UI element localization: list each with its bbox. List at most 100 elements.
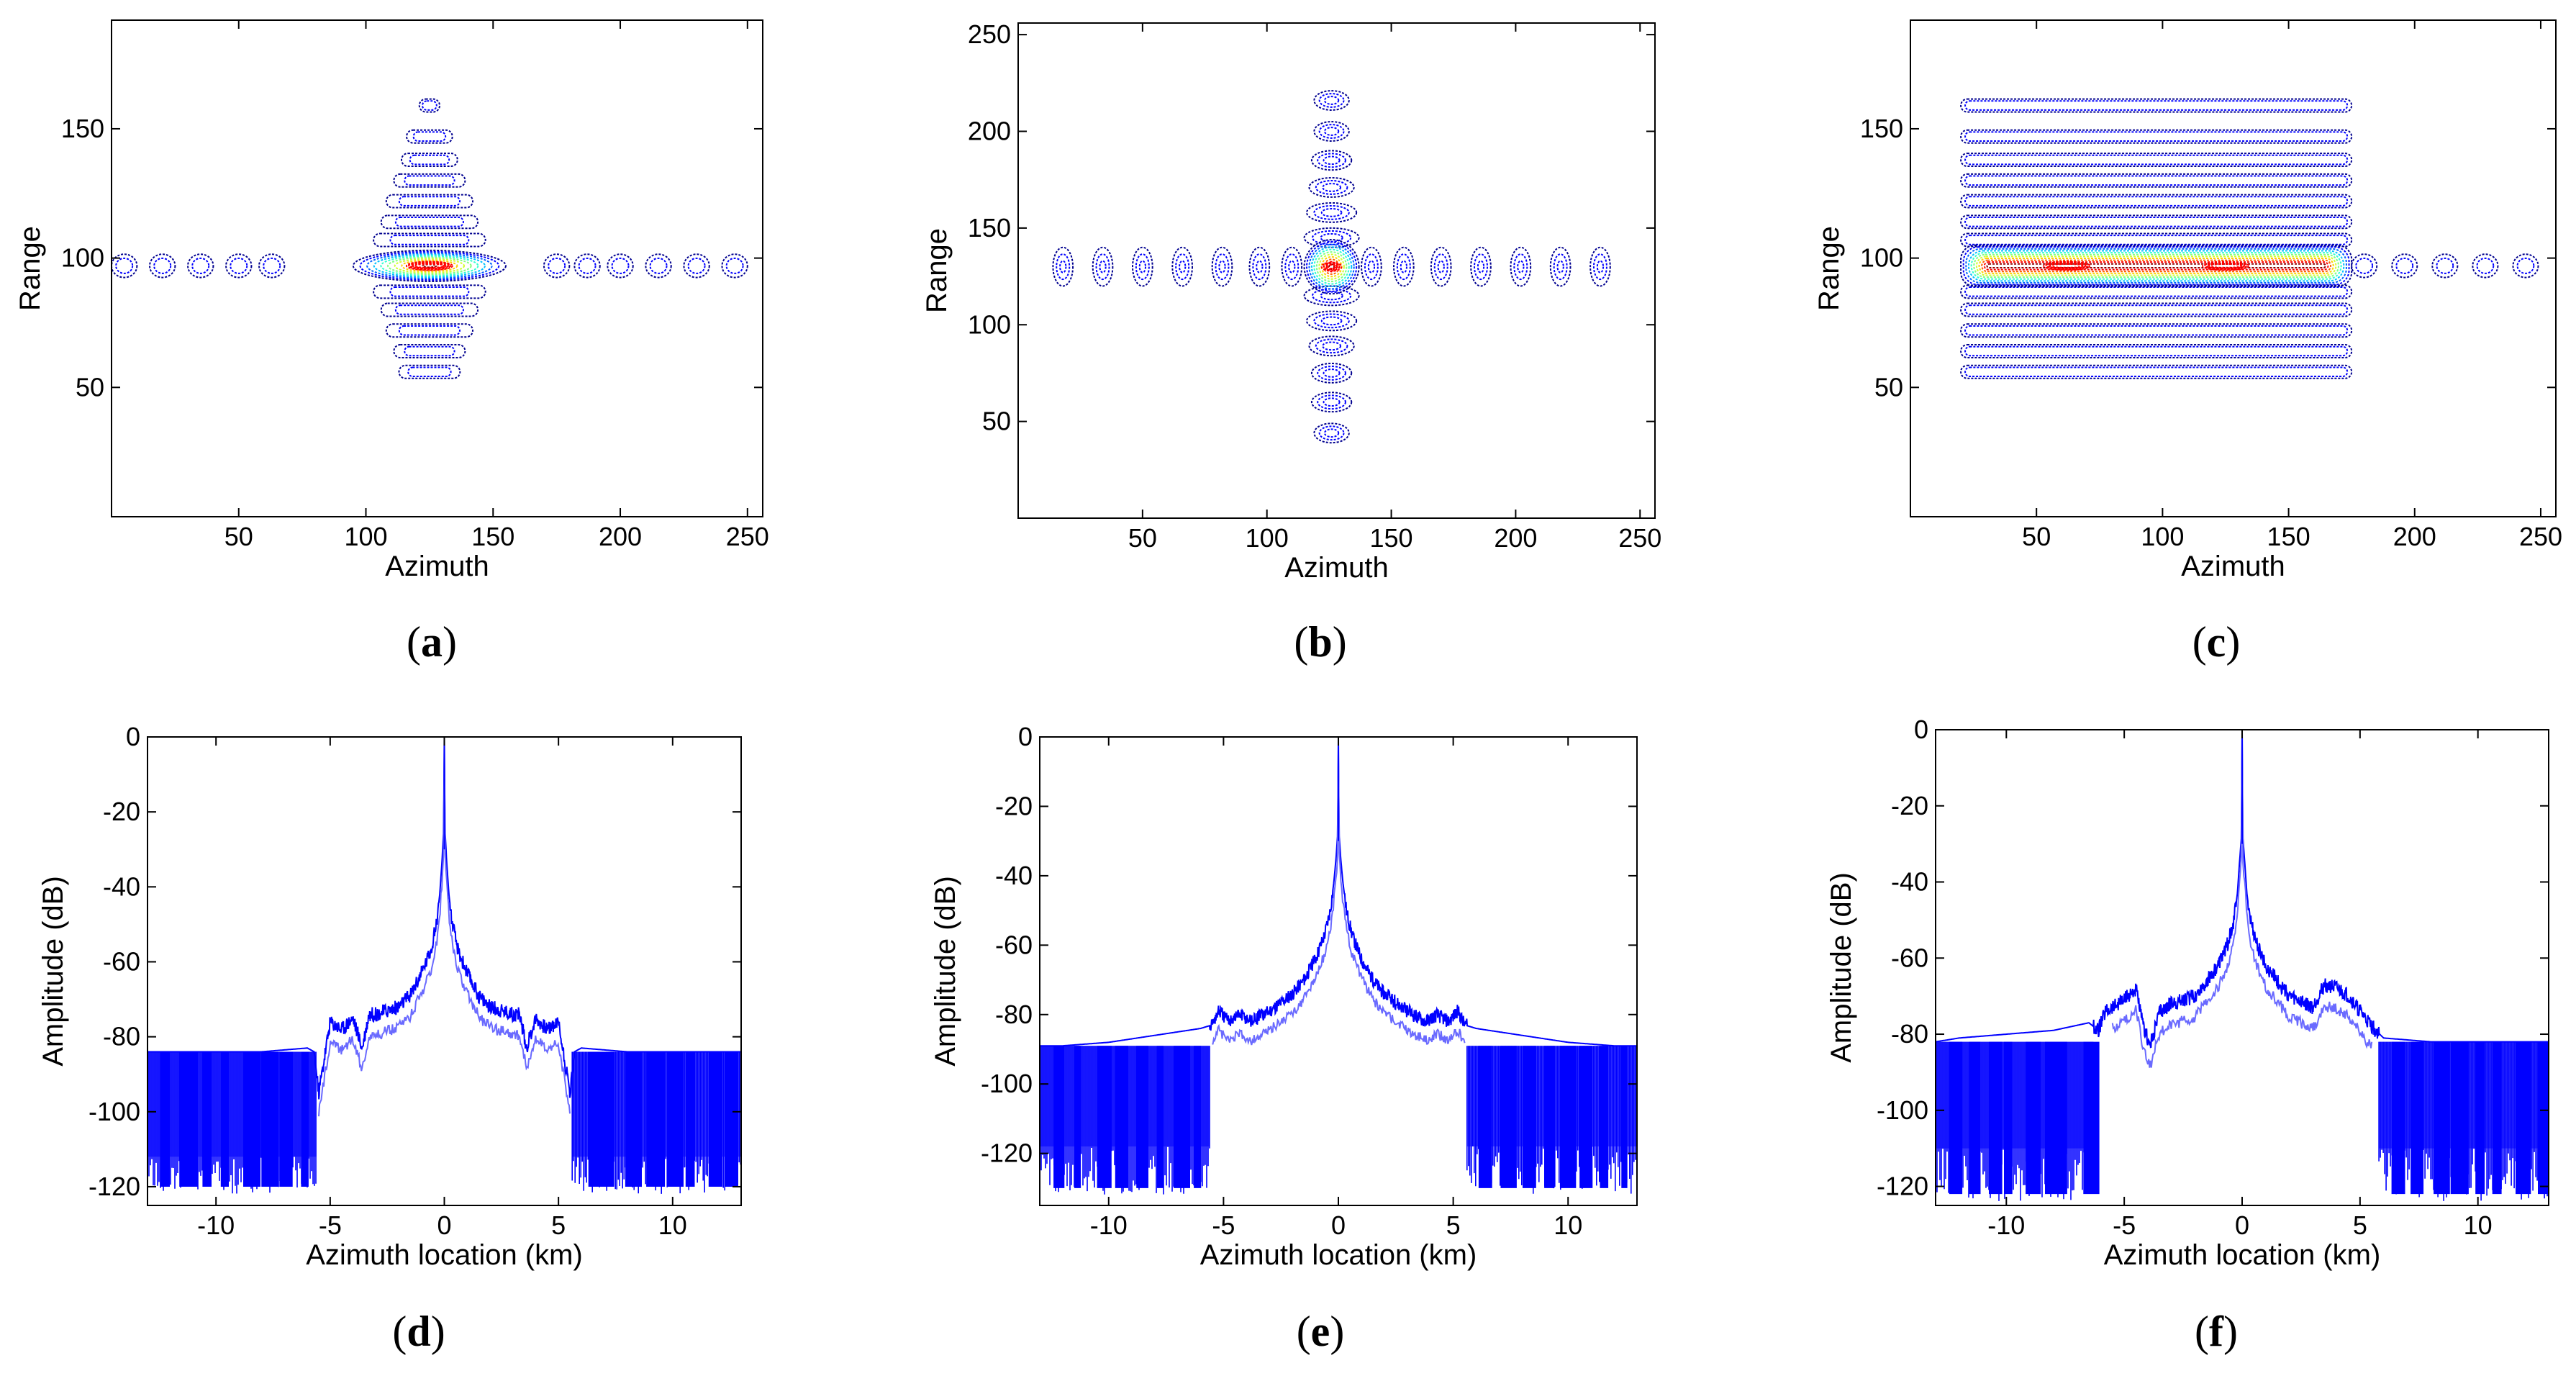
plot-frame [1910,19,2557,517]
contour-sidelobe-x [1171,246,1193,287]
contour-sidelobe-x [1059,260,1067,273]
contour-peak-ring [2047,262,2087,270]
y-tick-label: 50 [982,407,1011,436]
contour-sidelobe-x [1553,253,1568,281]
contour-sidelobe-y [380,214,479,230]
y-axis-label: Range [921,228,953,313]
contour-sidelobe-y [1303,227,1360,248]
x-axis-label: Azimuth [385,551,489,582]
contour-sidelobe-y [1320,208,1343,217]
x-tick-label: 50 [225,522,253,551]
panel-letter-c: c [2206,618,2226,666]
contour-sidelobe-x [2355,257,2374,274]
contour-sidelobe-y [404,345,455,357]
contour-mainlobe-ring [1983,261,2329,271]
contour-mainlobe-ring [1965,248,2347,284]
contour-mainlobe-ring [387,256,472,276]
contour-peak-ring [405,261,453,271]
contour-sidelobe-y [1313,313,1350,329]
contour-sidelobe-y [1960,284,2353,299]
contour-sidelobe-x [1433,253,1448,281]
contour-peak-ring [412,263,447,268]
contour-sidelobe-x [1095,253,1110,281]
contour-sidelobe-y [1960,153,2353,168]
contour-sidelobe-y [394,304,464,315]
x-tick-label: -5 [319,1210,342,1240]
contour-sidelobe-x [687,257,706,274]
x-axis-label: Azimuth location (km) [2104,1239,2381,1271]
contour-sidelobe-x [1393,246,1415,287]
x-tick-label: -5 [1212,1210,1235,1240]
x-tick-label: 10 [1554,1210,1582,1240]
contour-sidelobe-y [1964,196,2349,207]
contour-sidelobe-y [1323,397,1341,407]
noise-floor-stripes [2391,1041,2549,1195]
contour-sidelobe-y [1310,391,1353,413]
contour-sidelobe-x [1477,260,1485,273]
contour-sidelobe-x [1510,246,1532,287]
contour-peak-ring [2049,263,2085,268]
contour-sidelobe-x [721,253,748,279]
contour-sidelobe-y [1308,335,1355,357]
contour-sidelobe-y [1964,304,2349,315]
y-tick-label: 0 [1914,715,1928,744]
contour-peak-ring [2201,261,2249,271]
contour-sidelobe-y [1323,368,1341,378]
contour-sidelobe-y [373,232,486,248]
contour-mainlobe-ring [1973,253,2340,279]
contour-sidelobe-x [548,257,566,274]
contour-sidelobe-y [1964,217,2349,227]
contour-sidelobe-y [1964,366,2349,378]
contour-sidelobe-x [1099,260,1107,273]
contour-sidelobe-x [2472,253,2499,279]
chart-panel-b: 50 100 150 200 250 50 100 150 200 250 Azimuth Range [921,19,1661,584]
y-tick-label: 100 [61,243,104,273]
x-tick-label: -5 [2113,1210,2136,1240]
contour-mainlobe-ring [1986,263,2326,269]
contour-peak-ring [2203,261,2247,271]
contour-sidelobe-y [1310,363,1353,384]
contour-peak-ring [2208,263,2243,268]
contour-mainlobe-ring [1960,244,2353,288]
contour-sidelobe-y [1964,154,2349,166]
x-axis-label: Azimuth location (km) [1200,1239,1477,1271]
plot-frame [1017,22,1656,519]
contour-sidelobe-y [1318,425,1345,441]
contour-sidelobe-y [1964,325,2349,336]
contour-sidelobe-x [149,253,176,279]
x-tick-label: 250 [2519,522,2562,551]
x-axis-label: Azimuth [1284,552,1389,584]
contour-sidelobe-x [1288,260,1296,273]
contour-sidelobe-y [1313,204,1350,220]
contour-sidelobe-x [1396,253,1411,281]
contour-sidelobe-x [1132,246,1153,287]
contour-mainlobe-ring [1315,251,1348,283]
contour-sidelobe-y [380,302,479,317]
y-axis-label: Amplitude (dB) [1826,872,1857,1063]
contour-sidelobe-y [1306,310,1358,332]
x-tick-label: 10 [2464,1210,2493,1240]
contour-lines [111,98,748,379]
contour-sidelobe-y [1320,291,1343,301]
contour-peak-ring [407,261,451,271]
contour-sidelobe-x [1556,260,1564,273]
contour-sidelobe-y [1308,177,1355,198]
contour-sidelobe-x [1470,246,1492,287]
contour-sidelobe-x [573,253,601,279]
x-axis-label: Azimuth location (km) [306,1239,583,1271]
panel-label-e: (e) [1296,1308,1345,1355]
contour-sidelobe-y [1322,183,1342,192]
contour-mainlobe-ring [1970,252,2342,280]
contour-sidelobe-y [1964,345,2349,357]
contour-sidelobe-x [1135,253,1150,281]
contour-sidelobe-y [398,325,461,336]
y-tick-label: -20 [1891,791,1928,820]
y-tick-label: 150 [968,213,1011,243]
contour-sidelobe-y [1964,100,2349,111]
contour-sidelobe-y [398,196,461,207]
contour-mainlobe-ring [422,263,437,268]
contour-sidelobe-y [398,364,461,379]
y-tick-label: 200 [968,117,1011,146]
x-axis-label: Azimuth [2181,551,2285,582]
contour-peak-ring [1325,263,1338,271]
